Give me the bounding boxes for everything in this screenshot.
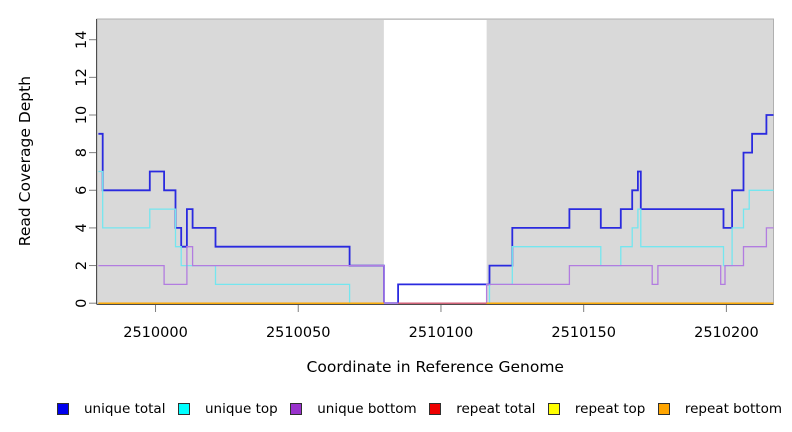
y-tick-label: 2 <box>74 261 90 270</box>
legend-swatch-icon <box>547 403 560 415</box>
legend-label: unique top <box>205 401 278 417</box>
legend-item-repeat-top: repeat top <box>547 401 646 417</box>
y-tick-label: 4 <box>74 223 90 232</box>
y-tick-label: 8 <box>74 148 90 157</box>
series-unique-top-line <box>98 170 774 304</box>
x-tick-label: 2510100 <box>409 325 474 341</box>
legend-item-unique-bottom: unique bottom <box>290 401 417 417</box>
y-axis-title: Read Coverage Depth <box>16 76 34 246</box>
legend-label: unique total <box>84 401 166 417</box>
legend-item-repeat-total: repeat total <box>429 401 535 417</box>
y-tick-label: 0 <box>74 299 90 308</box>
y-tick-label: 6 <box>74 186 90 195</box>
legend-label: unique bottom <box>317 401 417 417</box>
x-tick-label: 2510000 <box>123 325 188 341</box>
y-tick-label: 12 <box>74 68 90 86</box>
legend-swatch-icon <box>290 403 303 415</box>
legend-swatch-icon <box>429 403 442 415</box>
x-tick-label: 2510050 <box>266 325 331 341</box>
legend-item-repeat-bottom: repeat bottom <box>657 401 782 417</box>
y-tick-label: 10 <box>74 106 90 124</box>
x-tick-label: 2510200 <box>694 325 759 341</box>
series-unique-bottom-line <box>98 227 774 304</box>
legend-label: repeat bottom <box>684 401 782 417</box>
y-tick-label: 14 <box>74 30 90 48</box>
plot-legend: unique total unique top unique bottom repea… <box>0 397 792 421</box>
legend-swatch-icon <box>657 403 670 415</box>
legend-label: repeat top <box>574 401 646 417</box>
legend-swatch-icon <box>178 403 190 415</box>
x-axis-title: Coordinate in Reference Genome <box>307 358 564 376</box>
legend-swatch-icon <box>57 403 69 415</box>
x-tick-label: 2510150 <box>551 325 616 341</box>
legend-item-unique-top: unique top <box>178 401 278 417</box>
legend-item-unique-total: unique total <box>57 401 165 417</box>
masked-region <box>383 20 487 303</box>
legend-label: repeat total <box>456 401 536 417</box>
series-unique-total-line <box>98 114 774 305</box>
plot-canvas: 0 2 4 6 8 10 12 14 2510000 2510050 2510100 2510150 2… <box>16 18 774 376</box>
